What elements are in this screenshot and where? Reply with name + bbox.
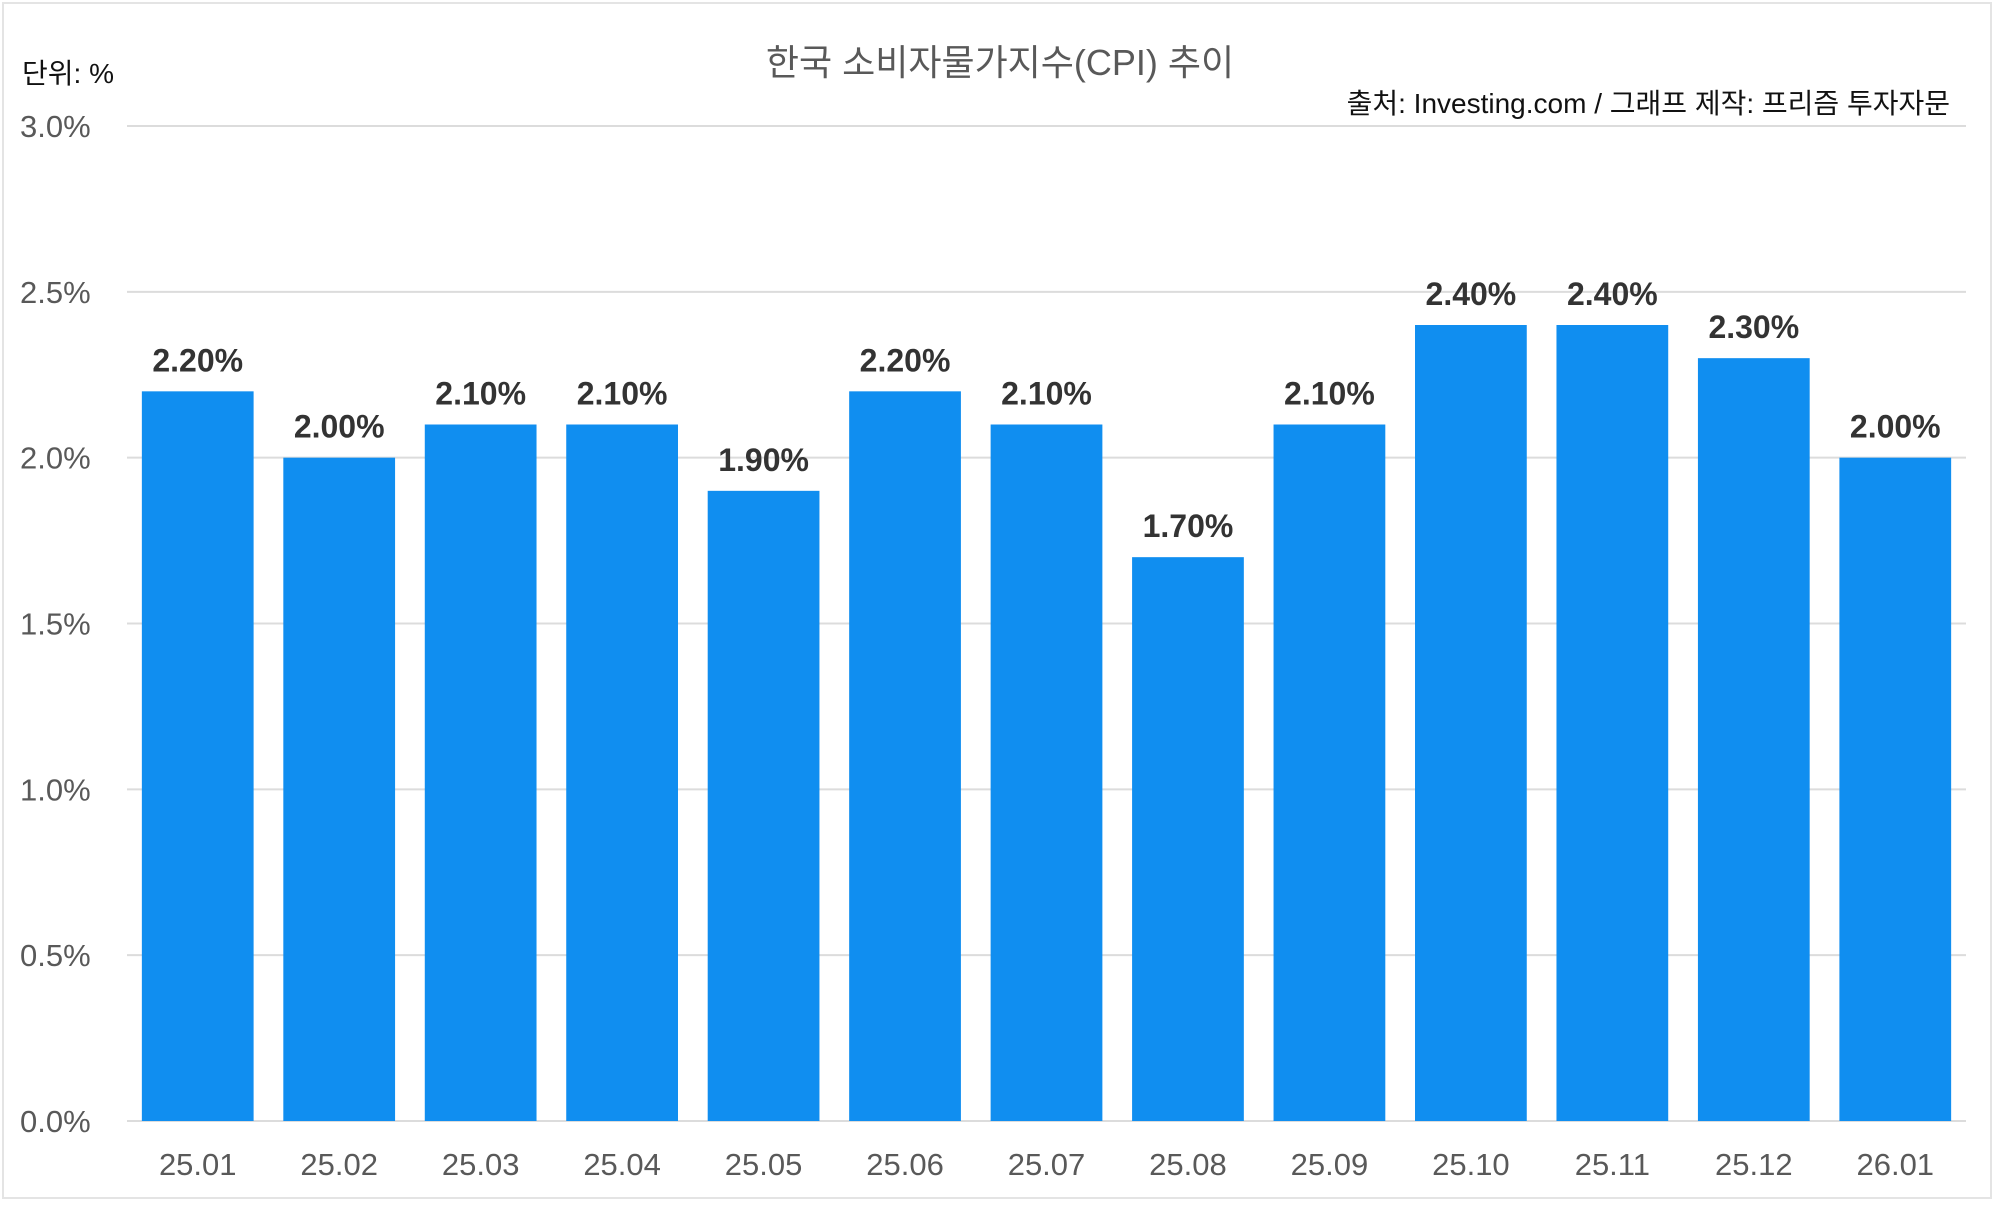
x-tick-label: 25.01: [159, 1147, 237, 1182]
x-tick-label: 25.12: [1715, 1147, 1793, 1182]
data-label: 2.10%: [1001, 376, 1092, 412]
source-label: 출처: Investing.com / 그래프 제작: 프리즘 투자자문: [1346, 88, 1950, 119]
x-tick-label: 25.08: [1149, 1147, 1227, 1182]
data-label: 2.40%: [1426, 276, 1517, 312]
data-label: 2.30%: [1708, 309, 1799, 345]
bar: [849, 391, 961, 1121]
bar: [990, 424, 1103, 1121]
bar: [1839, 457, 1952, 1122]
bar: [1273, 424, 1386, 1121]
bar: [1697, 358, 1810, 1122]
x-tick-label: 26.01: [1856, 1147, 1934, 1182]
data-label: 2.10%: [435, 376, 526, 412]
x-tick-label: 25.11: [1575, 1147, 1650, 1182]
data-label: 1.70%: [1143, 508, 1234, 544]
data-label: 2.20%: [152, 342, 243, 378]
chart-title: 한국 소비자물가지수(CPI) 추이: [765, 42, 1235, 83]
data-label: 2.00%: [1850, 409, 1941, 445]
y-tick-label: 1.5%: [20, 607, 91, 642]
data-label: 2.10%: [577, 376, 668, 412]
y-tick-label: 0.0%: [20, 1104, 91, 1139]
bar: [424, 424, 537, 1121]
x-tick-label: 25.04: [583, 1147, 661, 1182]
x-tick-label: 25.07: [1008, 1147, 1086, 1182]
data-label: 2.00%: [294, 409, 385, 445]
y-tick-label: 2.0%: [20, 441, 91, 476]
x-tick-label: 25.10: [1432, 1147, 1510, 1182]
unit-label: 단위: %: [22, 58, 114, 89]
bar: [283, 457, 396, 1122]
bar: [141, 391, 254, 1121]
x-tick-label: 25.03: [442, 1147, 520, 1182]
y-tick-label: 3.0%: [20, 109, 91, 144]
bar: [1132, 557, 1244, 1121]
bar: [1556, 325, 1669, 1121]
data-label: 2.10%: [1284, 376, 1375, 412]
x-tick-label: 25.09: [1291, 1147, 1369, 1182]
bar: [1415, 325, 1527, 1121]
y-tick-label: 0.5%: [20, 938, 91, 973]
x-tick-label: 25.06: [866, 1147, 944, 1182]
x-tick-label: 25.02: [300, 1147, 378, 1182]
bar: [707, 490, 820, 1121]
y-tick-label: 2.5%: [20, 275, 91, 310]
y-tick-label: 1.0%: [20, 772, 91, 807]
x-tick-label: 25.05: [725, 1147, 803, 1182]
data-label: 2.20%: [860, 342, 951, 378]
bar: [566, 424, 678, 1121]
data-label: 1.90%: [718, 442, 809, 478]
data-label: 2.40%: [1567, 276, 1658, 312]
